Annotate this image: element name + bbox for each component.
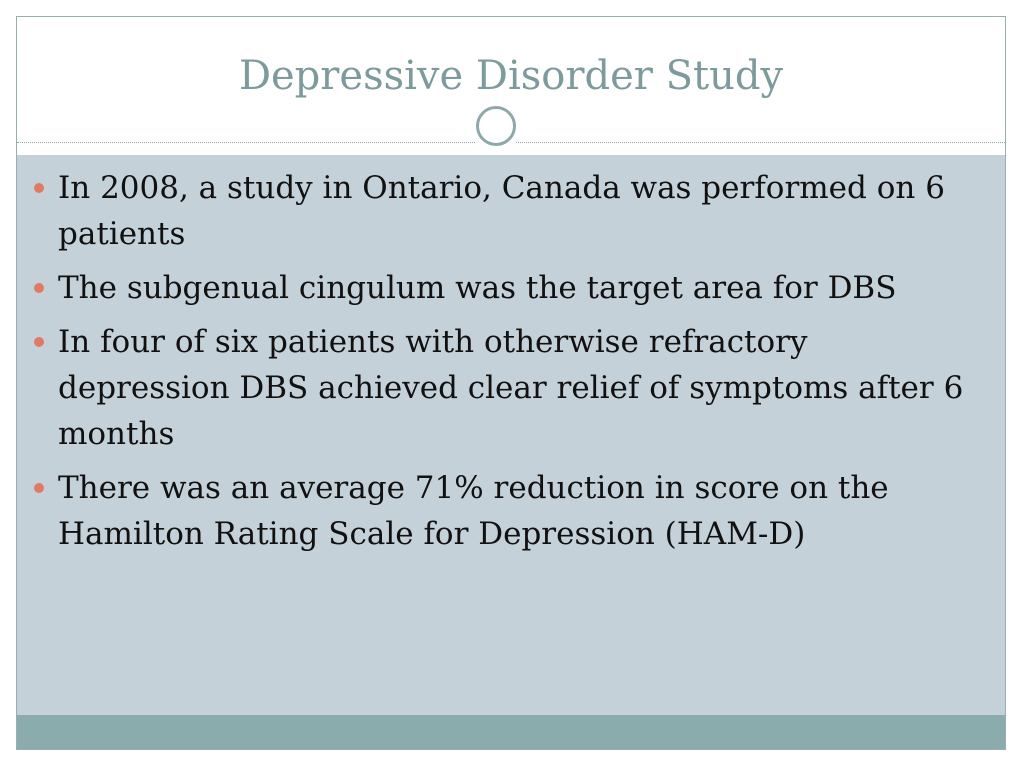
bullet-text: There was an average 71% reduction in sc… [58,470,889,552]
bullet-dot-icon [34,337,44,347]
slide-title: Depressive Disorder Study [238,53,784,99]
bullet-dot-icon [34,283,44,293]
bullet-item: In 2008, a study in Ontario, Canada was … [34,165,974,257]
bullet-item: The subgenual cingulum was the target ar… [34,265,974,311]
bullet-dot-icon [34,183,44,193]
bullet-item: There was an average 71% reduction in sc… [34,465,974,557]
bullet-item: In four of six patients with otherwise r… [34,319,974,457]
circle-ornament-icon [470,100,522,152]
footer-band [17,715,1005,749]
bullet-text: The subgenual cingulum was the target ar… [58,270,897,306]
bullet-dot-icon [34,483,44,493]
content-area [17,155,1005,717]
bullet-text: In four of six patients with otherwise r… [58,324,964,452]
bullet-text: In 2008, a study in Ontario, Canada was … [58,170,945,252]
circle-ring-icon [476,106,516,146]
bullet-list: In 2008, a study in Ontario, Canada was … [34,165,974,565]
